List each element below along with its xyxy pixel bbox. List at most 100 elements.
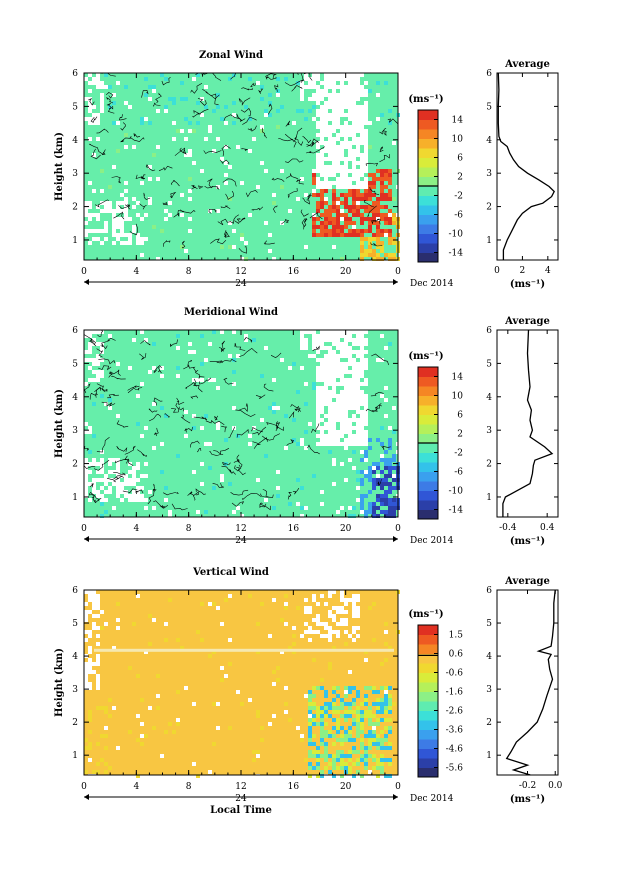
heatmap-cell <box>96 478 100 482</box>
heatmap-cell <box>316 181 320 185</box>
heatmap-cell <box>388 209 392 213</box>
heatmap-cell <box>324 189 328 193</box>
heatmap-cell <box>312 382 316 386</box>
y-tick-label: 3 <box>72 169 78 179</box>
heatmap-cell <box>108 201 112 205</box>
contour-line <box>230 214 239 224</box>
heatmap-cell <box>332 81 336 85</box>
heatmap-cell <box>352 177 356 181</box>
heatmap-cell <box>292 362 296 366</box>
heatmap-cell <box>344 350 348 354</box>
heatmap-cell <box>352 129 356 133</box>
heatmap-cell <box>364 117 368 121</box>
heatmap-cell <box>208 770 212 774</box>
heatmap-cell <box>380 169 384 173</box>
heatmap-cell <box>324 145 328 149</box>
heatmap-cell <box>376 245 380 249</box>
heatmap-cell <box>340 418 344 422</box>
heatmap-cell <box>284 446 288 450</box>
heatmap-cell <box>348 330 352 334</box>
heatmap-cell <box>324 722 328 726</box>
contour-line <box>245 190 258 198</box>
heatmap-cell <box>344 618 348 622</box>
heatmap-cell <box>384 221 388 225</box>
heatmap-cell <box>336 149 340 153</box>
heatmap-cell <box>364 402 368 406</box>
date-arrow-right <box>393 536 398 542</box>
heatmap-cell <box>352 205 356 209</box>
contour-line <box>229 469 237 475</box>
heatmap-cell <box>348 770 352 774</box>
heatmap-cell <box>332 161 336 165</box>
heatmap-cell <box>380 454 384 458</box>
heatmap-cell <box>352 750 356 754</box>
heatmap-cell <box>316 386 320 390</box>
heatmap-cell <box>360 722 364 726</box>
heatmap-cell <box>300 338 304 342</box>
heatmap-cell <box>332 113 336 117</box>
heatmap-cell <box>340 622 344 626</box>
colorbar-segment <box>418 729 438 740</box>
heatmap-cell <box>344 390 348 394</box>
colorbar-segment <box>418 367 438 377</box>
heatmap-cell <box>312 754 316 758</box>
heatmap-cell <box>204 105 208 109</box>
heatmap-cell <box>192 426 196 430</box>
heatmap-cell <box>308 85 312 89</box>
heatmap-cell <box>116 626 120 630</box>
heatmap-cell <box>336 726 340 730</box>
heatmap-cell <box>336 438 340 442</box>
colorbar-tick-label: 1.5 <box>449 631 464 641</box>
contour-line <box>292 488 300 495</box>
heatmap-cell <box>384 694 388 698</box>
heatmap-cell <box>100 169 104 173</box>
heatmap-cell <box>232 121 236 125</box>
heatmap-cell <box>376 233 380 237</box>
heatmap-cell <box>204 85 208 89</box>
heatmap-cell <box>364 149 368 153</box>
heatmap-cell <box>320 370 324 374</box>
heatmap-cell <box>204 442 208 446</box>
heatmap-cell <box>104 622 108 626</box>
contour-line <box>90 338 96 345</box>
colorbar-segment <box>418 157 438 168</box>
heatmap-cell <box>100 189 104 193</box>
heatmap-cell <box>92 626 96 630</box>
heatmap-cell <box>228 638 232 642</box>
heatmap-cell <box>140 237 144 241</box>
heatmap-cell <box>164 209 168 213</box>
heatmap-cell <box>324 442 328 446</box>
heatmap-cell <box>344 642 348 646</box>
heatmap-cell <box>92 622 96 626</box>
heatmap-cell <box>140 698 144 702</box>
heatmap-cell <box>88 610 92 614</box>
heatmap-cell <box>348 738 352 742</box>
contour-line <box>241 87 253 91</box>
heatmap-cell <box>316 410 320 414</box>
heatmap-cell <box>300 738 304 742</box>
colorbar-tick-label: 10 <box>452 392 464 402</box>
contour-line <box>174 147 187 156</box>
heatmap-cell <box>112 225 116 229</box>
heatmap-cell <box>228 245 232 249</box>
heatmap-cell <box>356 121 360 125</box>
heatmap-cell <box>320 406 324 410</box>
heatmap-cell <box>96 77 100 81</box>
heatmap-cell <box>352 101 356 105</box>
heatmap-cell <box>100 498 104 502</box>
heatmap-cell <box>340 181 344 185</box>
y-tick-label: 6 <box>72 586 78 596</box>
heatmap-cell <box>112 229 116 233</box>
heatmap-cell <box>220 678 224 682</box>
heatmap-cell <box>392 430 396 434</box>
heatmap-cell <box>304 117 308 121</box>
heatmap-cell <box>144 237 148 241</box>
heatmap-cell <box>348 93 352 97</box>
heatmap-cell <box>140 330 144 334</box>
heatmap-cell <box>96 682 100 686</box>
heatmap-cell <box>120 209 124 213</box>
heatmap-cell <box>316 350 320 354</box>
heatmap-cell <box>204 510 208 514</box>
heatmap-cell <box>364 253 368 257</box>
